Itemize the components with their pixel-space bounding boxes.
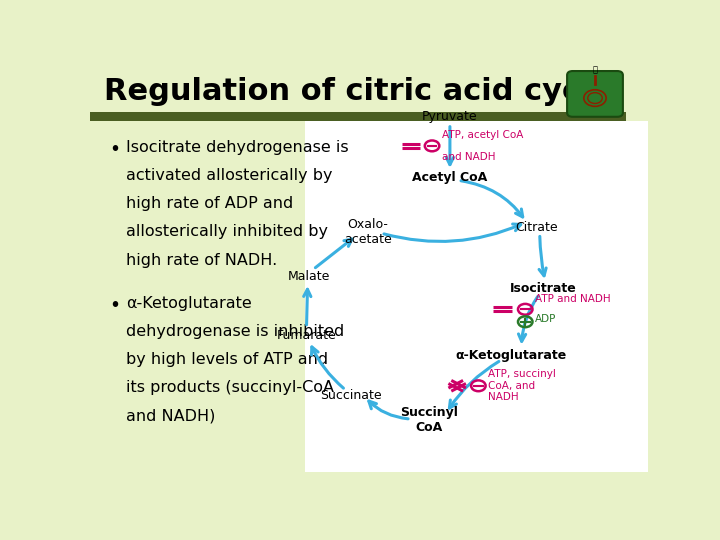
Text: Pyruvate: Pyruvate bbox=[422, 110, 478, 123]
Text: Succinyl
CoA: Succinyl CoA bbox=[400, 406, 458, 434]
Text: dehydrogenase is inhibited: dehydrogenase is inhibited bbox=[126, 324, 344, 339]
Text: Acetyl CoA: Acetyl CoA bbox=[413, 171, 487, 184]
Text: by high levels of ATP and: by high levels of ATP and bbox=[126, 352, 328, 367]
Text: Isocitrate: Isocitrate bbox=[510, 282, 577, 295]
Text: α-Ketoglutarate: α-Ketoglutarate bbox=[456, 348, 567, 361]
Text: Citrate: Citrate bbox=[515, 221, 558, 234]
Text: ADP: ADP bbox=[535, 314, 556, 324]
Text: 🔥: 🔥 bbox=[593, 65, 598, 75]
Text: ATP, succinyl: ATP, succinyl bbox=[488, 369, 556, 379]
Text: NADH: NADH bbox=[488, 393, 518, 402]
Text: and NADH: and NADH bbox=[441, 152, 495, 161]
Text: Regulation of citric acid cycle: Regulation of citric acid cycle bbox=[104, 77, 611, 106]
Bar bbox=[90, 112, 626, 121]
Bar bbox=[305, 121, 648, 472]
Text: ATP and NADH: ATP and NADH bbox=[535, 294, 611, 305]
Text: high rate of ADP and: high rate of ADP and bbox=[126, 196, 294, 211]
Text: Succinate: Succinate bbox=[320, 389, 382, 402]
Text: α-Ketoglutarate: α-Ketoglutarate bbox=[126, 295, 252, 310]
Text: Isocitrate dehydrogenase is: Isocitrate dehydrogenase is bbox=[126, 140, 349, 154]
Text: •: • bbox=[109, 140, 121, 159]
Text: Malate: Malate bbox=[288, 269, 330, 282]
Text: ATP, acetyl CoA: ATP, acetyl CoA bbox=[441, 130, 523, 140]
Text: •: • bbox=[109, 295, 121, 315]
Text: high rate of NADH.: high rate of NADH. bbox=[126, 253, 277, 268]
Text: Oxalo-
acetate: Oxalo- acetate bbox=[344, 218, 392, 246]
Text: Fumarate: Fumarate bbox=[276, 328, 336, 342]
Text: activated allosterically by: activated allosterically by bbox=[126, 168, 333, 183]
Text: its products (succinyl-CoA: its products (succinyl-CoA bbox=[126, 380, 334, 395]
Text: and NADH): and NADH) bbox=[126, 409, 216, 424]
FancyBboxPatch shape bbox=[567, 71, 623, 117]
Text: allosterically inhibited by: allosterically inhibited by bbox=[126, 225, 328, 239]
Text: CoA, and: CoA, and bbox=[488, 381, 535, 391]
